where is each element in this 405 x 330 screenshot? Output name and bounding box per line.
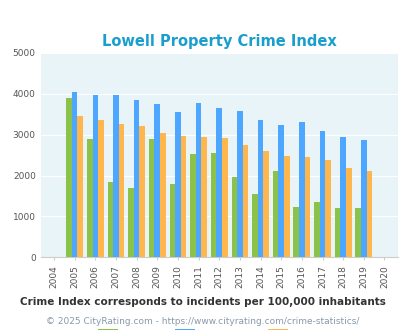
Bar [257, 120, 263, 257]
Bar [107, 182, 113, 257]
Bar [98, 120, 103, 257]
Bar [237, 111, 242, 257]
Bar [216, 108, 222, 257]
Bar [87, 139, 92, 257]
Bar [345, 168, 351, 257]
Bar [66, 98, 72, 257]
Bar [113, 95, 119, 257]
Bar [180, 136, 186, 257]
Bar [92, 95, 98, 257]
Bar [139, 126, 145, 257]
Bar [210, 153, 216, 257]
Bar [72, 92, 77, 257]
Bar [278, 125, 283, 257]
Bar [304, 157, 309, 257]
Bar [119, 124, 124, 257]
Bar [272, 172, 278, 257]
Bar [252, 194, 257, 257]
Legend: Lowell, Arkansas, National: Lowell, Arkansas, National [93, 324, 344, 330]
Title: Lowell Property Crime Index: Lowell Property Crime Index [102, 34, 336, 49]
Bar [222, 138, 227, 257]
Bar [298, 122, 304, 257]
Bar [154, 104, 160, 257]
Bar [175, 112, 180, 257]
Text: Crime Index corresponds to incidents per 100,000 inhabitants: Crime Index corresponds to incidents per… [20, 297, 385, 307]
Bar [149, 139, 154, 257]
Bar [160, 133, 165, 257]
Bar [366, 171, 371, 257]
Bar [293, 208, 298, 257]
Bar [77, 116, 83, 257]
Bar [242, 145, 247, 257]
Bar [128, 188, 134, 257]
Bar [195, 103, 201, 257]
Bar [360, 140, 366, 257]
Bar [283, 155, 289, 257]
Bar [339, 137, 345, 257]
Bar [324, 160, 330, 257]
Bar [354, 208, 360, 257]
Bar [201, 137, 207, 257]
Bar [169, 184, 175, 257]
Bar [263, 150, 268, 257]
Text: © 2025 CityRating.com - https://www.cityrating.com/crime-statistics/: © 2025 CityRating.com - https://www.city… [46, 317, 359, 326]
Bar [313, 202, 319, 257]
Bar [134, 100, 139, 257]
Bar [231, 177, 237, 257]
Bar [190, 154, 195, 257]
Bar [334, 208, 339, 257]
Bar [319, 131, 324, 257]
